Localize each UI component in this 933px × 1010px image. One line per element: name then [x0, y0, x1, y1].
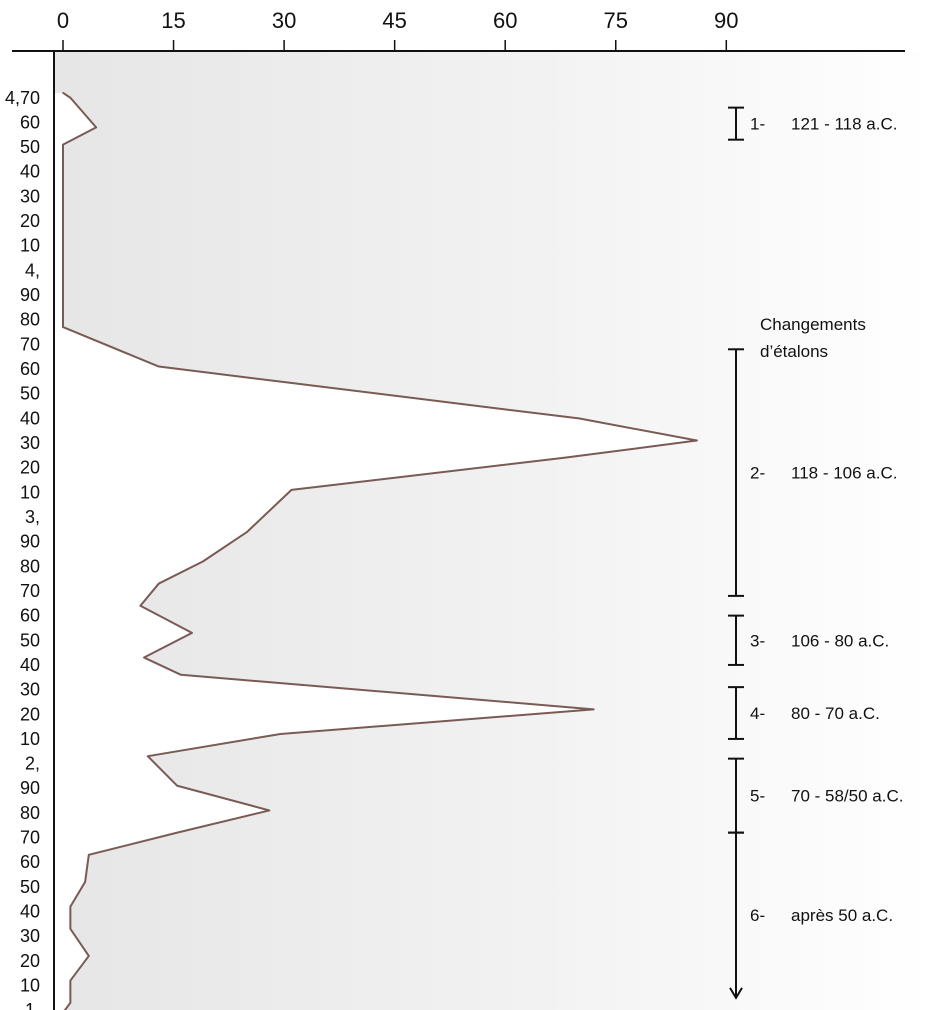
data-point	[290, 489, 293, 491]
y-tick-label: 80	[20, 556, 40, 576]
y-tick-label: 90	[20, 778, 40, 798]
data-point	[191, 632, 193, 634]
y-tick-label: 20	[20, 211, 40, 231]
phase-arrowhead	[729, 987, 743, 1000]
x-tick-label: 45	[382, 8, 406, 33]
x-tick-label: 0	[57, 8, 69, 33]
data-point	[62, 143, 64, 146]
data-point	[69, 1001, 72, 1004]
y-tick-label: 3,	[25, 507, 40, 527]
y-tick-label: 10	[20, 729, 40, 749]
data-point	[69, 928, 72, 930]
y-tick-label: 50	[20, 630, 40, 650]
y-tick-label: 40	[20, 408, 40, 428]
y-tick-label: 10	[20, 236, 40, 256]
y-tick-label: 20	[20, 704, 40, 724]
phase-number: 4-	[750, 704, 765, 723]
y-tick-label: 60	[20, 359, 40, 379]
y-tick-label: 70	[20, 334, 40, 354]
y-tick-label: 1,	[25, 1000, 40, 1010]
data-point	[176, 784, 179, 787]
data-point	[87, 854, 90, 856]
data-point	[268, 809, 271, 812]
y-tick-label: 30	[20, 433, 40, 453]
y-tick-label: 40	[20, 902, 40, 922]
y-tick-label: 70	[20, 828, 40, 848]
data-point	[202, 560, 204, 563]
data-point	[146, 755, 149, 757]
y-tick-label: 30	[20, 186, 40, 206]
data-point	[143, 656, 145, 659]
x-tick-label: 30	[272, 8, 296, 33]
phase-number: 5-	[750, 787, 765, 806]
data-point	[69, 979, 72, 982]
phase-annotations: Changements d’étalons 1- 121 - 118 a.C. 2- 11…	[728, 106, 903, 1000]
data-point	[95, 126, 97, 129]
data-point	[139, 604, 142, 607]
phases-title-line2: d’étalons	[760, 342, 828, 361]
data-point	[69, 96, 72, 99]
x-tick-label: 15	[161, 8, 185, 33]
phase-label: 118 - 106 a.C.	[791, 464, 897, 483]
y-tick-label: 10	[20, 976, 40, 996]
phase-label: 106 - 80 a.C.	[791, 631, 889, 650]
y-tick-label: 60	[20, 852, 40, 872]
y-tick-label: 10	[20, 482, 40, 502]
phase-number: 3-	[750, 631, 765, 650]
phase-number: 6-	[750, 906, 765, 925]
y-tick-label: 2,	[25, 754, 40, 774]
y-tick-label: 30	[20, 926, 40, 946]
y-tick-label: 4,	[25, 260, 40, 280]
series-line	[62, 91, 698, 1010]
phases-title-line1: Changements	[760, 315, 866, 334]
series-area	[54, 92, 697, 1010]
data-point	[62, 92, 64, 94]
y-tick-label: 50	[20, 137, 40, 157]
y-tick-label: 20	[20, 458, 40, 478]
data-point	[279, 733, 282, 735]
y-tick-label: 4,70	[5, 88, 40, 108]
data-point	[176, 831, 179, 834]
y-tick-label: 40	[20, 162, 40, 182]
phase-number: 1-	[750, 115, 765, 134]
phase-label: 70 - 58/50 a.C.	[791, 787, 903, 806]
phase-label: 121 - 118 a.C.	[791, 115, 897, 134]
x-tick-label: 60	[493, 8, 517, 33]
data-point	[696, 439, 698, 442]
phase-number: 2-	[750, 464, 765, 483]
data-point	[158, 365, 160, 368]
axis-layer: 0 15 30 45 60 75 90 4,70 60 50 40 30 20 10 4, 90 80 70 60 5…	[5, 8, 905, 1010]
data-point	[158, 582, 160, 585]
y-tick-label: 50	[20, 384, 40, 404]
y-tick-label: 90	[20, 532, 40, 552]
y-tick-label: 80	[20, 803, 40, 823]
data-point	[84, 881, 86, 883]
y-tick-label: 40	[20, 655, 40, 675]
data-point	[578, 417, 580, 420]
data-point	[246, 530, 249, 533]
x-tick-label: 90	[714, 8, 738, 33]
data-point	[497, 407, 499, 410]
y-tick-label: 60	[20, 606, 40, 626]
data-point	[87, 955, 90, 957]
phase-label: après 50 a.C.	[791, 906, 893, 925]
y-tick-label: 30	[20, 680, 40, 700]
y-tick-label: 20	[20, 951, 40, 971]
x-tick-label: 75	[604, 8, 628, 33]
series-layer	[54, 91, 698, 1010]
y-tick-label: 80	[20, 310, 40, 330]
data-point	[180, 674, 182, 676]
y-tick-label: 90	[20, 285, 40, 305]
data-point	[69, 905, 72, 908]
y-tick-label: 50	[20, 877, 40, 897]
y-tick-label: 70	[20, 581, 40, 601]
phase-label: 80 - 70 a.C.	[791, 704, 880, 723]
data-point	[592, 708, 595, 711]
data-point	[563, 456, 565, 459]
data-point	[62, 326, 64, 328]
y-tick-label: 60	[20, 112, 40, 132]
